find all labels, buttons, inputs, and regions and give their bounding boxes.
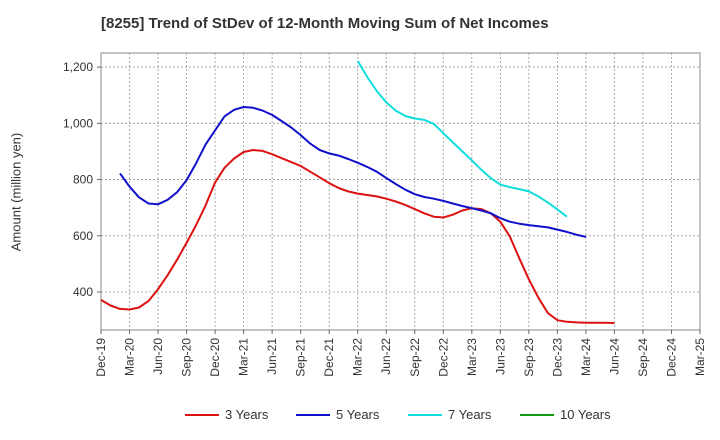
x-tick-label: Mar-25	[693, 338, 707, 376]
legend-swatch	[185, 414, 219, 416]
x-tick-label: Sep-20	[180, 338, 194, 377]
legend-label: 5 Years	[336, 407, 380, 422]
x-tick-label: Sep-23	[522, 338, 536, 377]
x-tick-label: Dec-20	[208, 338, 222, 377]
legend-swatch	[296, 414, 330, 416]
legend: 3 Years 5 Years 7 Years 10 Years	[0, 405, 720, 425]
x-tick-label: Jun-20	[151, 338, 165, 375]
plot-area	[100, 52, 701, 331]
x-tick-label: Sep-21	[294, 338, 308, 377]
y-tick-label: 400	[73, 285, 93, 299]
y-tick-label: 800	[73, 173, 93, 187]
x-tick-label: Sep-22	[408, 338, 422, 377]
x-tick-label: Mar-22	[351, 338, 365, 376]
x-tick-label: Dec-19	[94, 338, 108, 377]
chart-title: [8255] Trend of StDev of 12-Month Moving…	[101, 15, 549, 32]
y-tick-label: 600	[73, 229, 93, 243]
x-tick-label: Mar-20	[123, 338, 137, 376]
x-tick-label: Dec-23	[550, 338, 564, 377]
series-line-3-years	[100, 149, 615, 324]
x-tick-label: Dec-24	[664, 338, 678, 377]
x-tick-label: Dec-22	[436, 338, 450, 377]
x-tick-label: Mar-23	[465, 338, 479, 376]
series-line-7-years	[356, 60, 568, 218]
legend-swatch	[408, 414, 442, 416]
x-tick-label: Mar-24	[579, 338, 593, 376]
legend-swatch	[520, 414, 554, 416]
legend-label: 7 Years	[448, 407, 492, 422]
legend-label: 3 Years	[225, 407, 269, 422]
y-tick-label: 1,200	[63, 60, 93, 74]
series-line-5-years	[119, 106, 587, 238]
x-tick-label: Sep-24	[636, 338, 650, 377]
x-tick-label: Jun-21	[265, 338, 279, 375]
x-tick-label: Mar-21	[237, 338, 251, 376]
x-tick-label: Jun-24	[607, 338, 621, 375]
x-tick-label: Jun-22	[379, 338, 393, 375]
x-tick-label: Jun-23	[493, 338, 507, 375]
legend-label: 10 Years	[560, 407, 611, 422]
x-tick-label: Dec-21	[322, 338, 336, 377]
y-tick-label: 1,000	[63, 116, 93, 130]
